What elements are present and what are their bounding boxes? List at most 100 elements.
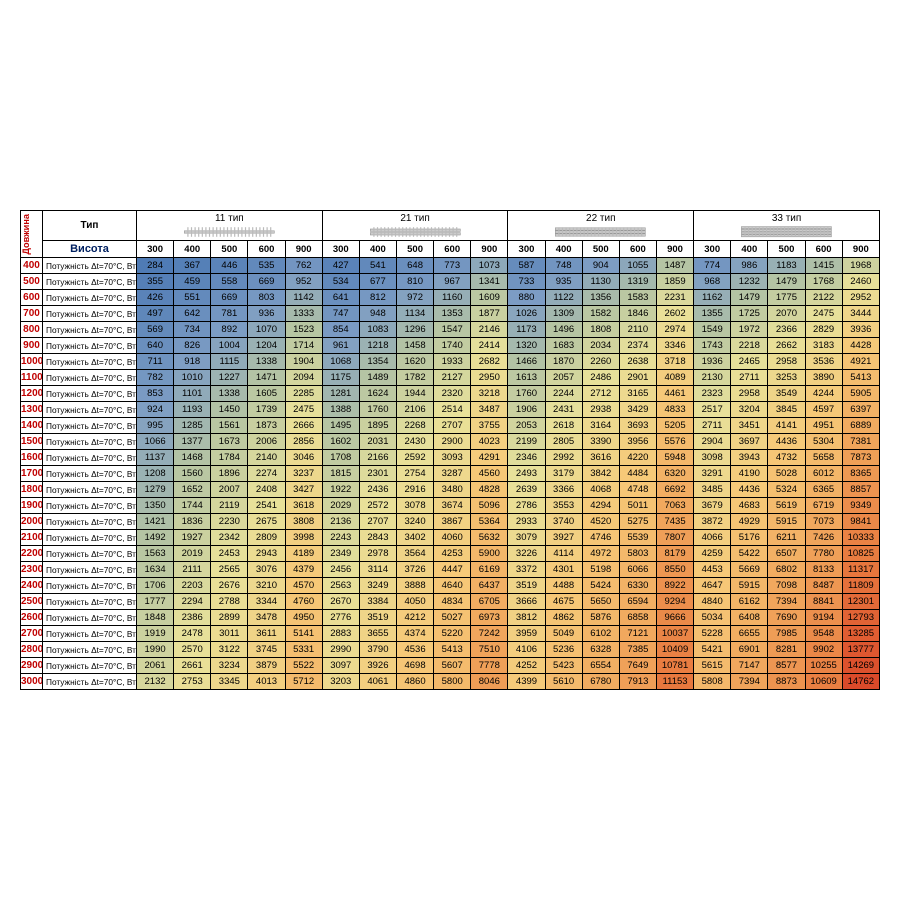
power-value-cell: 5028	[768, 466, 805, 482]
height-column-header: 500	[396, 241, 433, 258]
power-value-cell: 1468	[174, 450, 211, 466]
power-value-cell: 1740	[434, 338, 471, 354]
power-value-cell: 1137	[137, 450, 174, 466]
power-value-cell: 2904	[694, 434, 731, 450]
power-value-cell: 1652	[174, 482, 211, 498]
power-value-cell: 10037	[656, 626, 693, 642]
row-description: Потужність Δt=70°C, Вт	[43, 658, 137, 674]
power-value-cell: 1896	[211, 466, 248, 482]
power-value-cell: 773	[434, 258, 471, 274]
power-value-cell: 9902	[805, 642, 842, 658]
row-description: Потужність Δt=70°C, Вт	[43, 498, 137, 514]
power-value-cell: 5176	[731, 530, 768, 546]
power-value-cell: 7063	[656, 498, 693, 514]
power-value-cell: 4252	[508, 658, 545, 674]
length-label: 2800	[21, 642, 43, 658]
power-value-cell: 1708	[322, 450, 359, 466]
power-value-cell: 5423	[545, 658, 582, 674]
power-value-cell: 6169	[471, 562, 508, 578]
power-value-cell: 2638	[619, 354, 656, 370]
power-value-cell: 1279	[137, 482, 174, 498]
power-value-cell: 669	[211, 290, 248, 306]
power-value-cell: 5522	[285, 658, 322, 674]
power-value-cell: 8841	[805, 594, 842, 610]
power-value-cell: 1162	[694, 290, 731, 306]
power-value-cell: 5205	[656, 418, 693, 434]
length-label: 2000	[21, 514, 43, 530]
power-value-cell: 5915	[731, 578, 768, 594]
power-value-cell: 1760	[359, 402, 396, 418]
power-value-cell: 4068	[582, 482, 619, 498]
power-value-cell: 3618	[285, 498, 322, 514]
power-value-cell: 3240	[396, 514, 433, 530]
power-value-cell: 4023	[471, 434, 508, 450]
power-value-cell: 3164	[582, 418, 619, 434]
power-value-cell: 5712	[285, 674, 322, 690]
power-value-cell: 8365	[842, 466, 879, 482]
power-value-cell: 3718	[656, 354, 693, 370]
power-value-cell: 2070	[768, 306, 805, 322]
power-value-cell: 1070	[248, 322, 285, 338]
power-value-cell: 4190	[731, 466, 768, 482]
power-value-cell: 1388	[322, 402, 359, 418]
power-value-cell: 2453	[211, 546, 248, 562]
power-value-cell: 1739	[248, 402, 285, 418]
power-value-cell: 6066	[619, 562, 656, 578]
table-row: 3000Потужність Δt=70°C, Вт21322753334540…	[21, 674, 880, 690]
power-value-cell: 1066	[137, 434, 174, 450]
power-value-cell: 3485	[694, 482, 731, 498]
power-value-cell: 4453	[694, 562, 731, 578]
power-value-cell: 5364	[471, 514, 508, 530]
power-value-cell: 5615	[694, 658, 731, 674]
power-value-cell: 1083	[359, 322, 396, 338]
power-value-cell: 5669	[731, 562, 768, 578]
table-row: 1400Потужність Δt=70°C, Вт99512851561187…	[21, 418, 880, 434]
length-label: 2500	[21, 594, 43, 610]
power-value-cell: 2119	[211, 498, 248, 514]
power-value-cell: 551	[174, 290, 211, 306]
power-value-cell: 2346	[508, 450, 545, 466]
power-value-cell: 2386	[174, 610, 211, 626]
power-value-cell: 1523	[285, 322, 322, 338]
power-value-cell: 3697	[731, 434, 768, 450]
power-value-cell: 3755	[471, 418, 508, 434]
power-value-cell: 918	[174, 354, 211, 370]
power-value-cell: 4189	[285, 546, 322, 562]
row-description: Потужність Δt=70°C, Вт	[43, 482, 137, 498]
power-value-cell: 3345	[211, 674, 248, 690]
power-value-cell: 2753	[174, 674, 211, 690]
power-value-cell: 3076	[248, 562, 285, 578]
power-value-cell: 1624	[359, 386, 396, 402]
power-value-cell: 3427	[285, 482, 322, 498]
power-value-cell: 427	[322, 258, 359, 274]
power-value-cell: 4833	[656, 402, 693, 418]
power-value-cell: 7778	[471, 658, 508, 674]
power-value-cell: 4436	[768, 434, 805, 450]
height-column-header: 600	[619, 241, 656, 258]
power-value-cell: 2106	[396, 402, 433, 418]
power-value-cell: 640	[137, 338, 174, 354]
height-columns-row: Висота 300400500600900300400500600900300…	[21, 241, 880, 258]
power-value-cell: 1101	[174, 386, 211, 402]
power-value-cell: 3519	[508, 578, 545, 594]
power-value-cell: 1354	[359, 354, 396, 370]
power-value-cell: 2592	[396, 450, 433, 466]
power-value-cell: 3666	[508, 594, 545, 610]
power-value-cell: 11153	[656, 674, 693, 690]
power-value-cell: 4374	[396, 626, 433, 642]
power-value-cell: 1808	[582, 322, 619, 338]
row-description: Потужність Δt=70°C, Вт	[43, 370, 137, 386]
power-value-cell: 1777	[137, 594, 174, 610]
power-value-cell: 11809	[842, 578, 879, 594]
power-value-cell: 2268	[396, 418, 433, 434]
power-value-cell: 3956	[619, 434, 656, 450]
power-value-cell: 5421	[694, 642, 731, 658]
power-value-cell: 6507	[768, 546, 805, 562]
power-value-cell: 3226	[508, 546, 545, 562]
power-value-cell: 3745	[248, 642, 285, 658]
power-value-cell: 3536	[805, 354, 842, 370]
power-value-cell: 4050	[396, 594, 433, 610]
power-value-cell: 4399	[508, 674, 545, 690]
power-value-cell: 1495	[322, 418, 359, 434]
row-description: Потужність Δt=70°C, Вт	[43, 530, 137, 546]
